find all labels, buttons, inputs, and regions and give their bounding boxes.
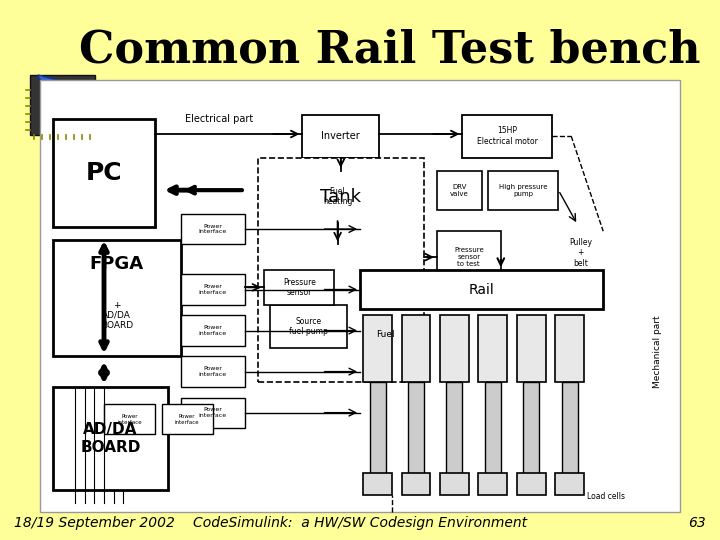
Text: FPGA: FPGA: [90, 254, 144, 273]
FancyBboxPatch shape: [555, 315, 584, 382]
Text: Power
Interface: Power Interface: [199, 224, 227, 234]
FancyBboxPatch shape: [517, 473, 546, 495]
Text: 15HP
Electrical motor: 15HP Electrical motor: [477, 126, 538, 146]
FancyBboxPatch shape: [271, 305, 347, 348]
Text: Tank: Tank: [320, 187, 361, 206]
FancyBboxPatch shape: [181, 274, 245, 305]
FancyBboxPatch shape: [30, 75, 95, 135]
FancyBboxPatch shape: [53, 119, 156, 227]
Text: CodeSimulink:  a HW/SW Codesign Environment: CodeSimulink: a HW/SW Codesign Environme…: [193, 516, 527, 530]
FancyBboxPatch shape: [523, 382, 539, 477]
FancyBboxPatch shape: [478, 473, 507, 495]
Text: Rail: Rail: [469, 282, 495, 296]
Text: Power
interface: Power interface: [117, 414, 142, 424]
Text: +
AD/DA
BOARD: + AD/DA BOARD: [101, 301, 133, 330]
Text: Power
interface: Power interface: [199, 366, 227, 377]
Polygon shape: [38, 75, 85, 110]
FancyBboxPatch shape: [408, 382, 424, 477]
Text: High pressure
pump: High pressure pump: [499, 184, 547, 197]
FancyBboxPatch shape: [53, 387, 168, 490]
FancyBboxPatch shape: [446, 382, 462, 477]
Text: Inverter: Inverter: [321, 131, 360, 141]
FancyBboxPatch shape: [363, 473, 392, 495]
FancyBboxPatch shape: [555, 473, 584, 495]
Text: PC: PC: [86, 161, 122, 185]
FancyBboxPatch shape: [181, 214, 245, 244]
Text: DRV
valve: DRV valve: [450, 184, 469, 197]
FancyBboxPatch shape: [181, 397, 245, 428]
Text: Fuel
heating: Fuel heating: [323, 187, 352, 206]
FancyBboxPatch shape: [302, 114, 379, 158]
FancyBboxPatch shape: [53, 240, 181, 356]
FancyBboxPatch shape: [258, 158, 424, 382]
FancyBboxPatch shape: [488, 171, 559, 210]
FancyBboxPatch shape: [517, 315, 546, 382]
Text: Power
interface: Power interface: [175, 414, 199, 424]
Text: Pressure
sensor
to test: Pressure sensor to test: [454, 247, 484, 267]
Text: Electrical part: Electrical part: [185, 114, 253, 124]
FancyBboxPatch shape: [42, 98, 70, 120]
FancyBboxPatch shape: [363, 315, 392, 382]
FancyBboxPatch shape: [360, 270, 603, 309]
FancyBboxPatch shape: [402, 315, 431, 382]
Text: Common Rail Test bench: Common Rail Test bench: [79, 29, 701, 71]
FancyBboxPatch shape: [104, 404, 156, 434]
FancyBboxPatch shape: [161, 404, 213, 434]
FancyBboxPatch shape: [485, 382, 501, 477]
FancyBboxPatch shape: [40, 80, 680, 512]
FancyBboxPatch shape: [402, 473, 431, 495]
FancyBboxPatch shape: [302, 171, 373, 222]
Text: 63: 63: [688, 516, 706, 530]
Text: AD/DA
BOARD: AD/DA BOARD: [80, 422, 140, 455]
FancyBboxPatch shape: [440, 315, 469, 382]
Text: Pulley
+
belt: Pulley + belt: [570, 238, 593, 268]
Text: Load cells: Load cells: [588, 492, 625, 501]
Text: Power
interface: Power interface: [199, 284, 227, 295]
Text: 18/19 September 2002: 18/19 September 2002: [14, 516, 175, 530]
FancyBboxPatch shape: [264, 270, 334, 305]
Text: Pressure
sensor: Pressure sensor: [283, 278, 315, 297]
Text: Mechanical part: Mechanical part: [653, 316, 662, 388]
FancyBboxPatch shape: [437, 231, 501, 283]
FancyBboxPatch shape: [181, 356, 245, 387]
FancyBboxPatch shape: [437, 171, 482, 210]
Text: Fuel: Fuel: [377, 330, 395, 339]
FancyBboxPatch shape: [369, 382, 386, 477]
FancyBboxPatch shape: [440, 473, 469, 495]
FancyBboxPatch shape: [478, 315, 507, 382]
FancyBboxPatch shape: [462, 114, 552, 158]
FancyBboxPatch shape: [562, 382, 577, 477]
Text: Power
interface: Power interface: [199, 325, 227, 336]
Text: Power
interface: Power interface: [199, 407, 227, 418]
FancyBboxPatch shape: [181, 315, 245, 346]
Text: Source
fuel pump: Source fuel pump: [289, 316, 328, 336]
